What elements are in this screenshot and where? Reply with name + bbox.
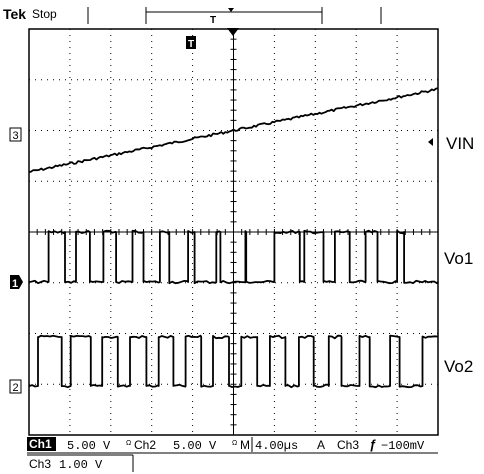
ch3-name: Ch3 [29,457,51,471]
trace-vo1 [28,229,439,285]
ch3-scale: 1.00 V [59,458,103,472]
header-bar: Tek Stop T [3,6,382,26]
ch1-scale: 5.00 V [67,439,111,453]
vo1-annotation: Vo1 [444,249,473,268]
brand-label: Tek [3,6,26,22]
ch1-scale-readout: Ch1 5.00 V Ω [27,437,131,453]
trigger-readout: A Ch3 ƒ −100mV [317,437,425,453]
trigger-position-label: T [188,39,194,50]
status-bar: Ch1 5.00 V Ω Ch2 5.00 V Ω M 4.00µs A Ch3… [27,437,438,472]
timebase-readout: M 4.00µs [240,437,298,453]
trigger-mode: A [317,438,325,452]
ch2-marker: 2 [9,379,22,394]
ch2-name: Ch2 [134,438,156,452]
waveform-traces [28,87,439,389]
trigger-source: Ch3 [337,438,359,452]
trigger-level: −100mV [381,439,425,453]
trace-vo2 [28,334,439,389]
ch1-marker: 1 [10,275,23,290]
ch3-marker: 3 [9,127,22,142]
vin-annotation: VIN [446,134,474,153]
record-trigger-mark: T [210,15,216,26]
trigger-position-icon: T [186,36,196,50]
ch1-name: Ch1 [29,437,52,451]
trigger-slope-icon: ƒ [369,437,376,452]
record-window-caret-icon [228,8,234,12]
run-state-label: Stop [32,7,57,21]
timebase-prefix: M [240,438,250,452]
vo2-annotation: Vo2 [444,357,473,376]
ch2-scale-readout: Ch2 5.00 V Ω [134,438,237,453]
graticule-border [28,28,439,436]
timebase-value: 4.00µs [255,439,298,453]
ch2-scale: 5.00 V [173,439,217,453]
ch3-scale-readout: Ch3 1.00 V [27,454,134,472]
record-window-indicator: T [145,7,323,26]
ch2-marker-label: 2 [12,382,18,394]
trigger-level-arrow-icon [428,138,433,146]
ch2-coupling-icon: Ω [232,440,237,447]
ch3-marker-label: 3 [12,130,18,142]
trace-vin [28,87,439,173]
ch1-marker-label: 1 [12,278,18,290]
ch1-coupling-icon: Ω [126,440,131,447]
